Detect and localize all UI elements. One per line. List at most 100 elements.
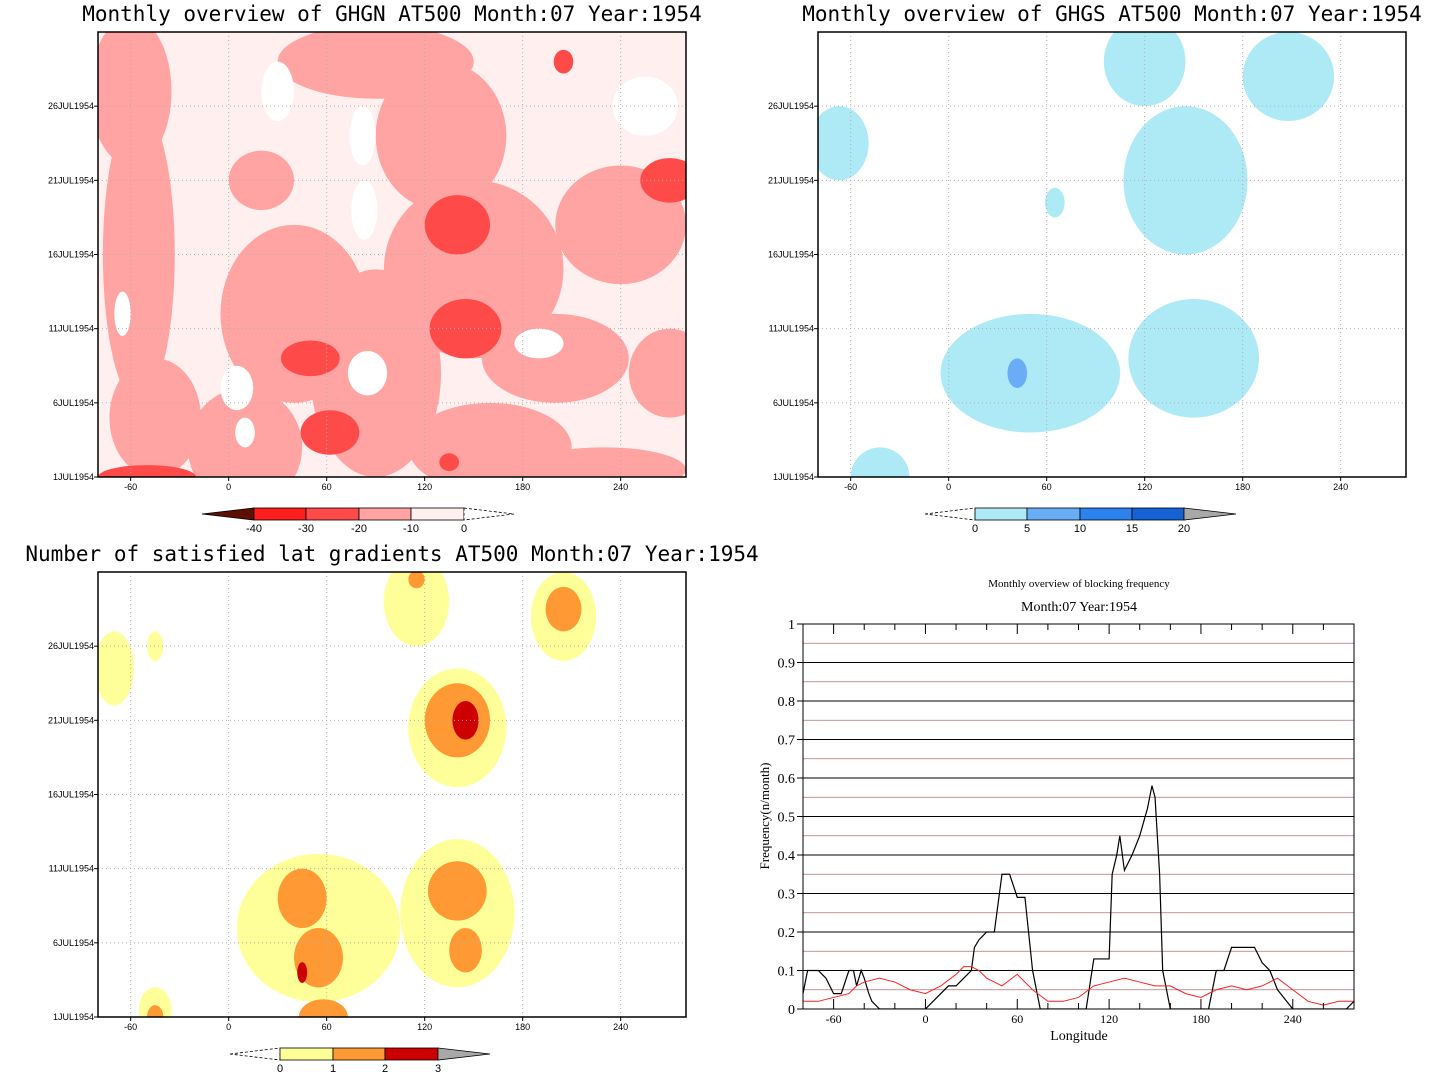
gradients-contour-area [147,631,164,662]
ghgn-contour-area [640,158,686,203]
gradients-contour-area [147,1005,164,1017]
ghgn-contour-area [228,150,294,210]
ghgn-ytick: 26JUL1954 [48,101,94,111]
blocking-xtick: 60 [1011,1012,1023,1026]
ghgn-contour-area [109,358,201,477]
ghgs-xtick: 0 [946,482,951,492]
ghgn-ytick: 11JUL1954 [49,324,94,334]
blocking-ytick: 0.2 [778,926,796,941]
blocking-ytick: 0.1 [778,965,796,980]
gradients-colorbar-label: 0 [277,1063,283,1075]
gradients-contour-area [408,572,425,589]
ghgn-ytick: 6JUL1954 [53,398,94,408]
gradients-contour-area [297,962,308,983]
ghgs-contour-area [1103,32,1186,107]
ghgn-colorbar-label: -30 [298,523,314,535]
blocking-ticks [797,623,1355,1010]
blocking-ytick: 0.9 [778,657,796,672]
gradients-contour-area [545,586,582,632]
ghgs-contour-area [1128,299,1259,418]
ghgn-contour-area [349,106,376,166]
ghgs-colorbar-label: 5 [1024,523,1030,535]
ghgn-contour-area [375,61,507,211]
ghgs-xtick: 60 [1042,482,1052,492]
gradients-colorbar-label: 2 [382,1063,388,1075]
gradients-contour-area [452,701,479,740]
ghgn-xtick: 120 [417,482,432,492]
ghgn-contour-area [628,328,686,418]
blocking-axes: -60 0 60 120 180 240 0 0.1 0.2 0.3 0.4 0… [757,618,1302,1044]
gradients-colorbar: 0 1 2 3 [229,1047,491,1075]
ghgn-ytick: 21JUL1954 [48,175,94,185]
ghgs-contour-area [1007,358,1028,388]
ghgn-xtick: 60 [322,482,332,492]
ghgn-contour-area [553,49,574,74]
gradients-xtick: -60 [124,1022,137,1032]
ghgn-contour-area [408,402,572,477]
ghgn-contour-area [261,61,294,121]
ghgs-axes: -60 0 60 120 180 240 1JUL1954 6JUL1954 1… [768,101,1348,492]
ghgn-xtick: -60 [124,482,137,492]
gradients-xtick: 120 [417,1022,432,1032]
ghgs-contour-area [1123,106,1248,255]
ghgn-title: Monthly overview of GHGN AT500 Month:07 … [82,2,702,26]
blocking-gridlines [803,642,1354,991]
gradients-xtick: 0 [226,1022,231,1032]
ghgn-contour-area [424,195,491,255]
gradients-colorbar-label: 1 [330,1063,336,1075]
blocking-xtick: 0 [922,1012,928,1026]
ghgn-xtick: 180 [515,482,530,492]
blocking-series [803,785,1354,1009]
blocking-line-red [803,966,1354,1006]
blocking-ylabel: Frequency(n/month) [757,763,772,870]
ghgn-contour-area [280,340,340,377]
blocking-xlabel: Longitude [1050,1029,1108,1044]
ghgn-colorbar-label: -10 [403,523,419,535]
ghgn-contour-area [429,299,502,359]
ghgs-title: Monthly overview of GHGS AT500 Month:07 … [802,2,1422,26]
ghgn-panel: Monthly overview of GHGN AT500 Month:07 … [48,2,702,535]
gradients-axes: -60 0 60 120 180 240 1JUL1954 6JUL1954 1… [48,641,628,1032]
blocking-ytick: 0.4 [778,849,796,864]
ghgn-contour-area [347,350,388,396]
ghgn-contour-area [612,76,678,136]
ghgn-contour-area [351,180,378,240]
ghgs-ytick: 26JUL1954 [768,101,814,111]
ghgs-ytick: 6JUL1954 [773,398,814,408]
gradients-contour-area [427,861,487,921]
gradients-title: Number of satisfied lat gradients AT500 … [25,542,758,566]
blocking-ytick: 0.8 [778,695,796,710]
ghgn-contour-area [514,328,564,359]
gradients-frame [97,571,687,1018]
ghgn-contour-area [277,32,474,99]
ghgn-xtick: 240 [613,482,628,492]
ghgn-colorbar: -40 -30 -20 -10 0 [201,507,515,535]
gradients-ytick: 11JUL1954 [49,864,94,874]
ghgn-colorbar-label: -40 [246,523,262,535]
ghgs-colorbar-label: 15 [1126,523,1138,535]
ghgs-colorbar: 0 5 10 15 20 [924,507,1237,535]
ghgs-colorbar-label: 20 [1178,523,1190,535]
blocking-xtick: 180 [1192,1012,1210,1026]
ghgn-contour-area [439,453,459,472]
ghgs-colorbar-label: 0 [972,523,978,535]
ghgs-colorbar-label: 10 [1074,523,1086,535]
blocking-ytick: 0.5 [778,811,796,826]
gradients-contour-field [98,572,597,1017]
ghgn-contour-area [220,365,254,411]
ghgs-contour-area [1045,187,1065,218]
gradients-ytick: 6JUL1954 [53,938,94,948]
ghgn-contour-area [235,417,255,448]
gradients-contour-area [277,868,327,928]
blocking-ytick: 0.6 [778,772,796,787]
ghgn-ytick: 16JUL1954 [48,250,94,260]
ghgs-frame [817,31,1407,478]
ghgn-xtick: 0 [226,482,231,492]
ghgs-contour-area [818,106,869,181]
blocking-title: Monthly overview of blocking frequency [988,578,1170,590]
ghgn-ytick: 1JUL1954 [53,472,94,482]
blocking-ytick: 1 [788,618,795,633]
ghgs-xtick: 120 [1137,482,1152,492]
ghgn-contour-field [98,32,686,477]
